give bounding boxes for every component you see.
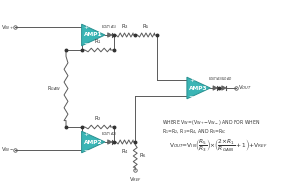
Text: AMP2: AMP2 (84, 140, 103, 145)
Text: −: − (84, 40, 89, 45)
Text: R$_4$: R$_4$ (121, 147, 128, 156)
Text: R$_5$: R$_5$ (142, 22, 150, 31)
Text: I$_{OUT(A3)}$: I$_{OUT(A3)}$ (208, 75, 223, 83)
Text: V$_{REF}$: V$_{REF}$ (129, 175, 142, 184)
Text: AMP3: AMP3 (189, 85, 208, 90)
Text: I$_{OUT(A2)}$: I$_{OUT(A2)}$ (101, 130, 117, 138)
Text: +: + (84, 25, 89, 30)
Polygon shape (82, 131, 105, 153)
Polygon shape (187, 77, 210, 99)
Text: V$_{OUT}$: V$_{OUT}$ (238, 84, 251, 93)
Text: I$_{OUT(A1)}$: I$_{OUT(A1)}$ (101, 23, 117, 31)
Text: I$_{LOAD}$: I$_{LOAD}$ (221, 75, 232, 83)
Text: −: − (189, 93, 194, 98)
Text: R$_1$: R$_1$ (94, 37, 102, 46)
Text: WHERE V$_{IN}$=(V$_{IN+}$−V$_{IN-}$) AND FOR WHEN: WHERE V$_{IN}$=(V$_{IN+}$−V$_{IN-}$) AND… (162, 118, 260, 127)
Text: AMP1: AMP1 (84, 32, 103, 37)
Text: R$_6$: R$_6$ (139, 151, 147, 161)
Polygon shape (108, 33, 112, 37)
Polygon shape (108, 140, 112, 144)
Polygon shape (222, 86, 226, 90)
Text: R$_1$=R$_2$, R$_3$=R$_4$, AND R$_5$=R$_6$:: R$_1$=R$_2$, R$_3$=R$_4$, AND R$_5$=R$_6… (162, 127, 226, 136)
Text: R$_{GAIN}$: R$_{GAIN}$ (47, 84, 61, 93)
Polygon shape (82, 24, 105, 46)
Text: V$_{IN+}$: V$_{IN+}$ (2, 23, 14, 32)
Text: −: − (84, 147, 89, 152)
Polygon shape (213, 86, 218, 90)
Text: +: + (189, 78, 194, 83)
Text: V$_{OUT}$=V$_{IN}$$\left(\dfrac{R_5}{R_3}\right)$$\times$$\left(\dfrac{2{\times}: V$_{OUT}$=V$_{IN}$$\left(\dfrac{R_5}{R_3… (169, 137, 268, 153)
Text: R$_3$: R$_3$ (121, 22, 128, 31)
Text: R$_2$: R$_2$ (94, 114, 102, 123)
Text: V$_{IN-}$: V$_{IN-}$ (2, 145, 14, 154)
Text: +: + (84, 132, 89, 137)
